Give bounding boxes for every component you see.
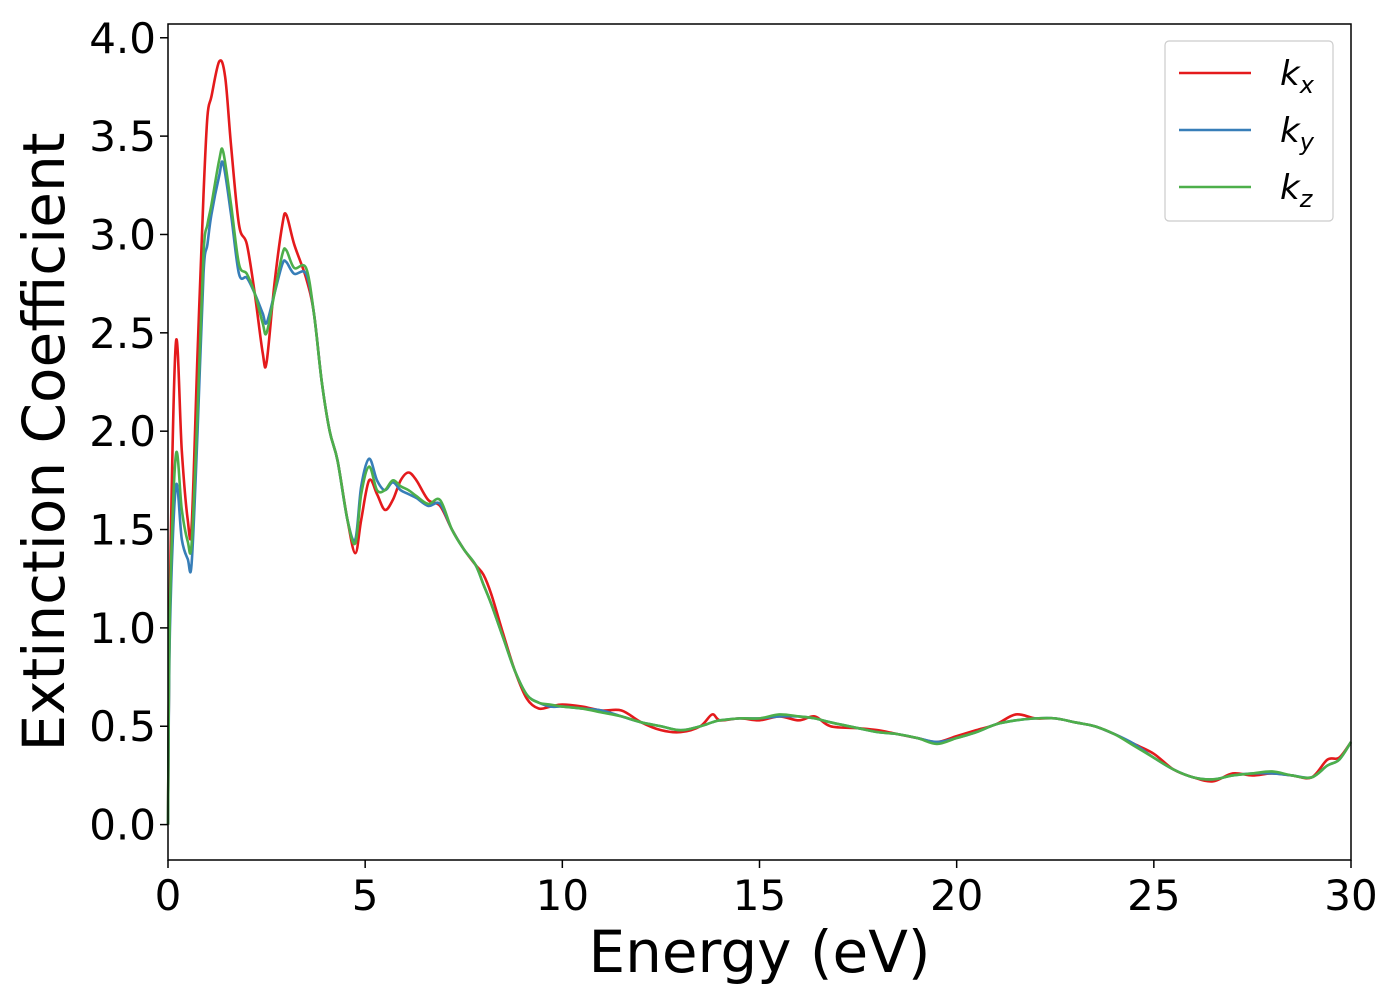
x-tick-label: 25 [1127,871,1180,920]
x-tick-label: 10 [536,871,589,920]
y-tick-label: 2.5 [89,309,156,358]
legend-label-kz: kz [1280,168,1314,213]
legend-label-kx: kx [1280,54,1315,99]
y-tick-label: 3.0 [89,210,156,259]
y-tick-label: 1.5 [89,506,156,555]
series-line-kz [166,147,1353,825]
x-tick-label: 0 [155,871,182,920]
y-tick-label: 3.5 [89,112,156,161]
y-tick-label: 4.0 [89,14,156,63]
y-axis-label: Extinction Coefficient [10,133,78,752]
x-ticks: 0 5 10 15 20 25 30 [155,860,1378,920]
x-tick-label: 30 [1324,871,1377,920]
x-axis-label: Energy (eV) [588,918,930,986]
y-tick-label: 1.0 [89,604,156,653]
series-lines [166,59,1353,825]
legend-label-ky: ky [1280,111,1315,156]
x-tick-label: 5 [352,871,379,920]
x-tick-label: 20 [930,871,983,920]
y-ticks: 0.0 0.5 1.0 1.5 2.0 2.5 3.0 3.5 4.0 [89,14,168,850]
y-tick-label: 2.0 [89,407,156,456]
x-tick-label: 15 [733,871,786,920]
legend: kx ky kz [1164,40,1334,222]
y-tick-label: 0.5 [89,702,156,751]
y-tick-label: 0.0 [89,801,156,850]
